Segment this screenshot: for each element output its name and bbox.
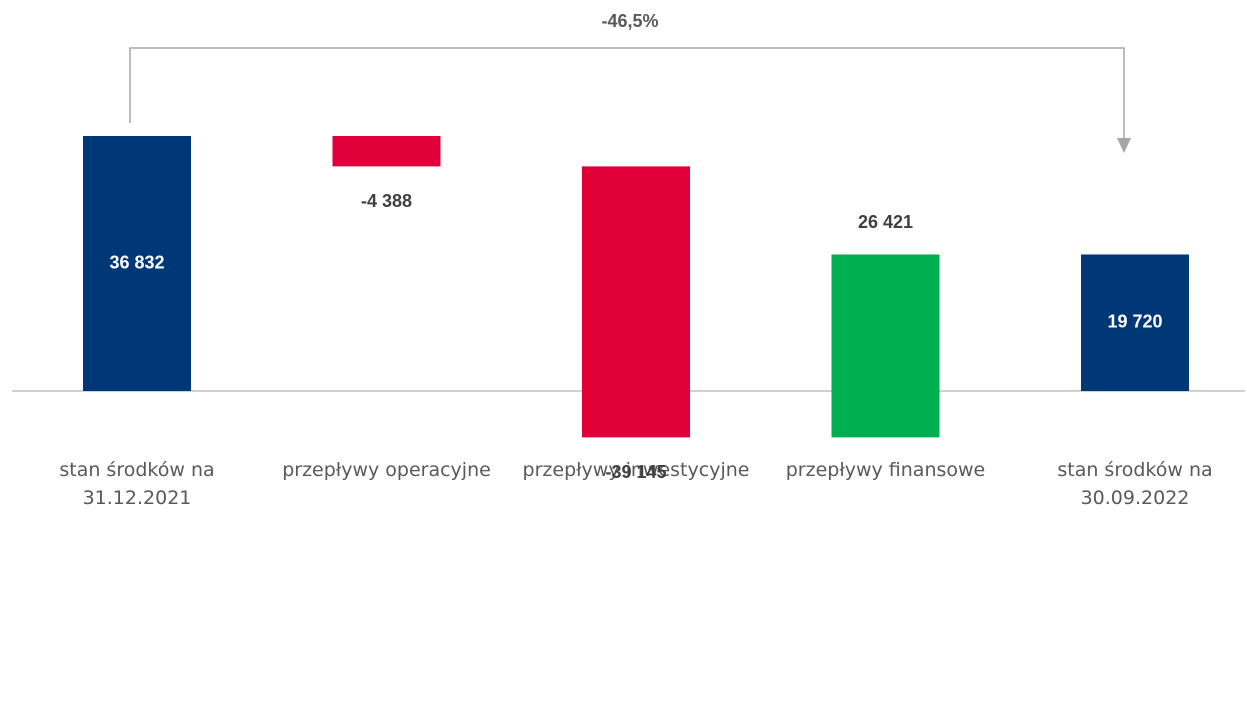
category-label: przepływy inwestycyjne [522,459,750,481]
value-label: 19 720 [1107,311,1162,331]
category-label: przepływy operacyjne [282,459,491,481]
bar [83,136,191,391]
value-label: 36 832 [109,252,164,272]
category-label: stan środków na 31.12.2021 [59,459,215,509]
bar [831,254,940,438]
value-label: -39 145 [605,462,666,482]
value-label: 26 421 [858,212,913,232]
annotation-bracket [129,47,1125,138]
annotation-arrow [1117,138,1131,153]
category-label: stan środków na 30.09.2022 [1057,459,1213,509]
bar [332,136,441,167]
annotation: -46,5% [601,11,658,31]
bar [582,166,690,438]
bar [1081,254,1189,391]
category-label: przepływy finansowe [785,459,986,481]
value-label: -4 388 [361,191,412,211]
